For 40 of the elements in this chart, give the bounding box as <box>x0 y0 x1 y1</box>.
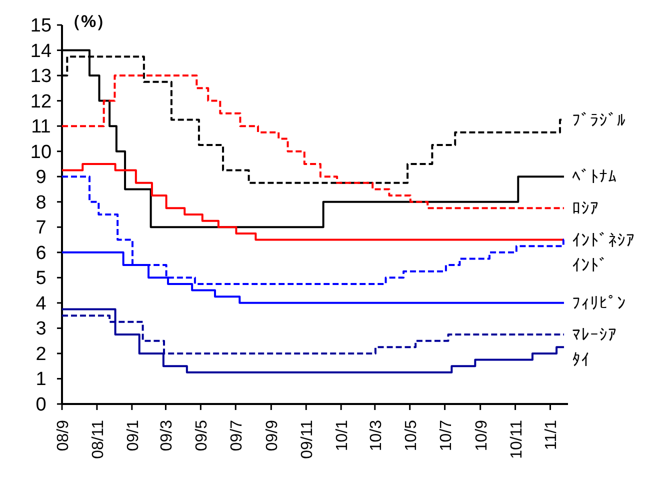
x-tick-label: 11/1 <box>543 420 560 450</box>
series-label: ｲﾝﾄﾞﾈｼｱ <box>572 230 635 250</box>
x-tick-label: 10/3 <box>368 420 385 452</box>
y-tick-label: 10 <box>30 142 52 163</box>
y-tick-label: 7 <box>36 218 46 239</box>
series-label: ｲﾝﾄﾞ <box>572 256 608 275</box>
x-tick-label: 10/9 <box>473 420 490 452</box>
x-tick-label: 09/3 <box>158 420 176 452</box>
y-tick-label: 14 <box>30 40 52 62</box>
x-tick-label: 10/11 <box>508 420 526 459</box>
x-tick-label: 10/7 <box>438 420 455 452</box>
series-label: ﾏﾚｰｼｱ <box>572 326 617 345</box>
y-tick-label: 0 <box>36 394 46 416</box>
y-tick-label: 11 <box>31 116 51 138</box>
x-tick-label: 08/11 <box>90 420 107 459</box>
x-tick-label: 09/1 <box>124 420 142 452</box>
y-tick-label: 2 <box>36 344 46 365</box>
series-label: ﾌﾞﾗｼﾞﾙ <box>572 110 626 130</box>
y-tick-label: 15 <box>30 16 52 36</box>
y-tick-label: 13 <box>30 66 52 88</box>
y-tick-label: 4 <box>36 293 47 314</box>
series-label: ﾛｼｱ <box>572 199 599 218</box>
y-tick-label: 8 <box>36 192 46 214</box>
y-tick-label: 6 <box>36 242 46 264</box>
y-tick-label: 9 <box>36 167 46 188</box>
y-axis-title: （%） <box>64 12 114 31</box>
series-label: ﾀｲ <box>572 350 590 370</box>
x-tick-label: 10/1 <box>334 420 352 452</box>
x-tick-label: 09/11 <box>299 420 316 459</box>
y-tick-label: 5 <box>36 268 46 290</box>
x-tick-label: 09/7 <box>228 420 246 452</box>
x-tick-label: 08/9 <box>55 420 72 452</box>
y-tick-label: 12 <box>30 91 52 112</box>
x-tick-label: 10/5 <box>402 420 420 452</box>
series-label: ﾌｨﾘﾋﾟﾝ <box>572 294 626 313</box>
y-tick-label: 1 <box>36 369 46 390</box>
x-tick-label: 09/9 <box>264 420 282 452</box>
series-label: ﾍﾞﾄﾅﾑ <box>572 168 617 187</box>
y-tick-label: 3 <box>36 318 46 340</box>
x-tick-label: 09/5 <box>194 420 211 452</box>
